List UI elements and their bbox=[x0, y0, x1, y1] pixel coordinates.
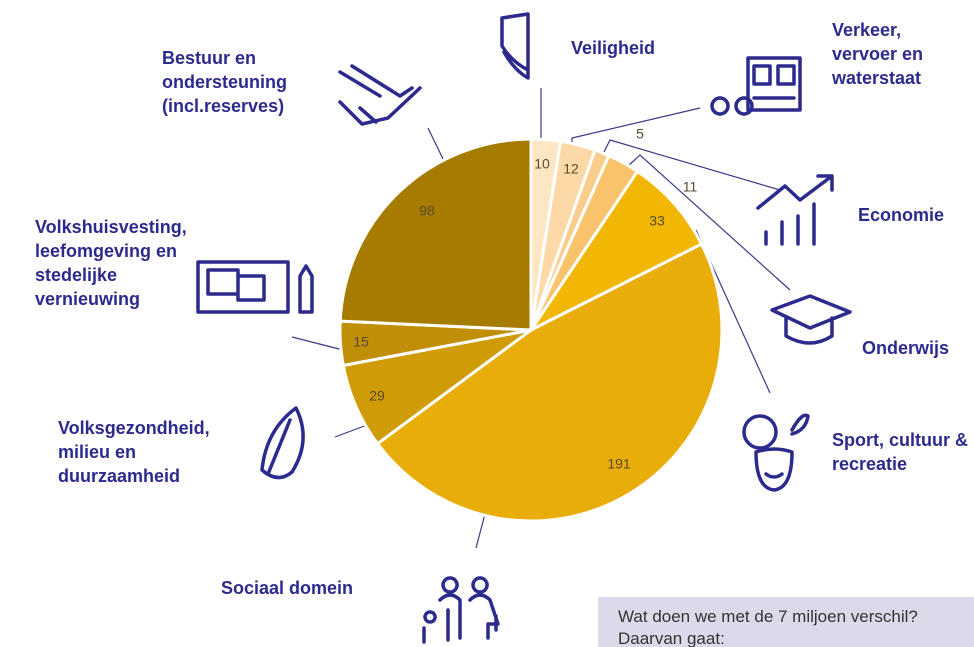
icons bbox=[196, 12, 852, 644]
leader-line bbox=[291, 336, 344, 351]
category-label: Volkshuisvesting, leefomgeving en stedel… bbox=[35, 217, 187, 309]
bus-icon bbox=[746, 56, 802, 112]
bicycle-wheel bbox=[710, 96, 730, 116]
mask-icon bbox=[754, 413, 810, 492]
category-label: Bestuur en ondersteuning (incl.reserves) bbox=[162, 48, 287, 116]
category-label: Veiligheid bbox=[571, 38, 656, 58]
note-line: Daarvan gaat: bbox=[618, 629, 725, 647]
value-label: 33 bbox=[649, 213, 665, 229]
value-label: 5 bbox=[636, 126, 644, 142]
note-line: Wat doen we met de 7 miljoen verschil? bbox=[618, 607, 918, 626]
pie-slice bbox=[375, 242, 724, 523]
leaf-icon bbox=[260, 406, 305, 480]
value-label: 98 bbox=[419, 203, 435, 219]
value-label: 15 bbox=[353, 334, 369, 350]
handshake-icon bbox=[338, 64, 422, 126]
leader-line bbox=[627, 154, 791, 291]
category-label: Onderwijs bbox=[862, 338, 950, 358]
value-label: 191 bbox=[607, 456, 631, 472]
value-label: 12 bbox=[563, 161, 579, 177]
shield-icon bbox=[500, 12, 530, 80]
category-label: Volksgezondheid, milieu en duurzaamheid bbox=[58, 418, 210, 486]
blueprint-icon bbox=[196, 260, 314, 314]
value-label: 29 bbox=[369, 388, 385, 404]
ball-icon bbox=[742, 414, 778, 450]
category-label: Verkeer, vervoer en waterstaat bbox=[832, 20, 924, 88]
value-label: 11 bbox=[683, 179, 698, 195]
category-label: Sport, cultuur & recreatie bbox=[832, 430, 968, 474]
economy-icon bbox=[756, 174, 834, 246]
value-label: 10 bbox=[534, 156, 550, 172]
pie-slice bbox=[338, 137, 533, 332]
category-label: Economie bbox=[858, 205, 945, 225]
graduation-icon bbox=[770, 294, 852, 345]
category-label: Sociaal domein bbox=[221, 578, 354, 598]
family-icon bbox=[422, 576, 500, 644]
pie-slice bbox=[526, 169, 704, 334]
note-box: Wat doen we met de 7 miljoen verschil? D… bbox=[598, 597, 974, 647]
pie bbox=[338, 137, 724, 523]
bicycle-wheel bbox=[734, 96, 754, 116]
